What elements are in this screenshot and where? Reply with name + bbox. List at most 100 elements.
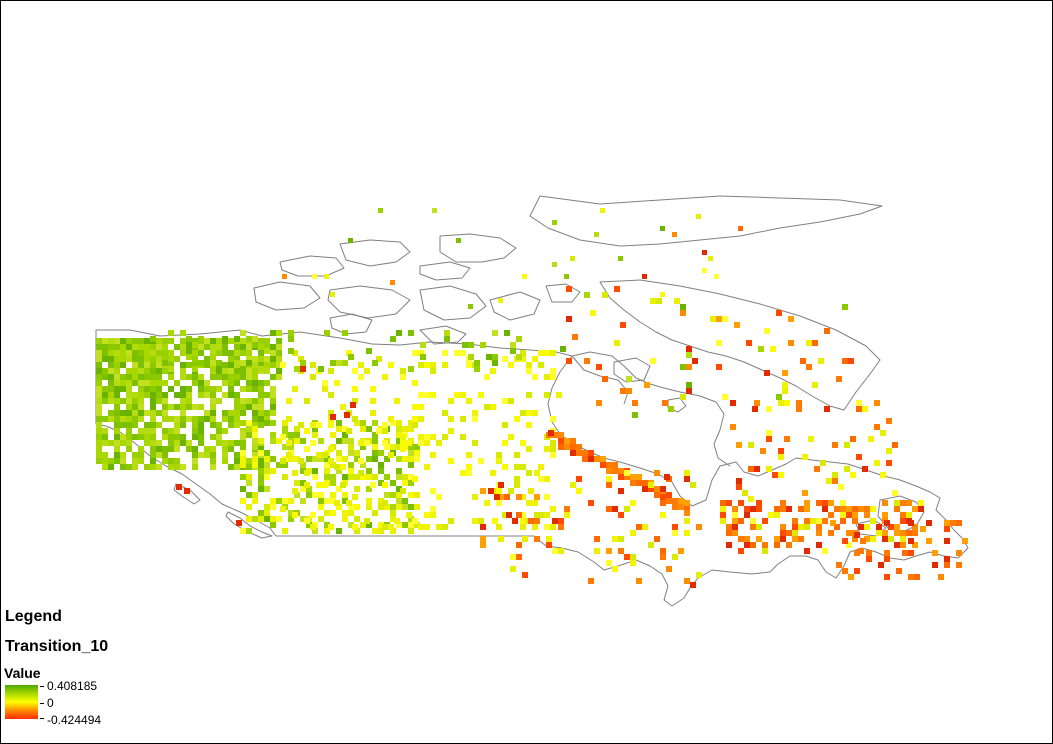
- raster-cell: [342, 438, 348, 444]
- raster-cell: [894, 542, 900, 548]
- raster-cell: [276, 516, 282, 522]
- raster-cell: [466, 452, 472, 458]
- raster-cell: [444, 330, 450, 336]
- raster-cell: [862, 466, 868, 472]
- raster-cell: [816, 542, 822, 548]
- raster-cell: [532, 524, 538, 530]
- raster-cell: [372, 450, 378, 456]
- raster-cell: [506, 512, 512, 518]
- raster-cell: [444, 336, 450, 342]
- raster-cell: [324, 510, 330, 516]
- raster-cell: [132, 404, 138, 410]
- raster-cell: [520, 410, 526, 416]
- raster-cell: [270, 398, 276, 404]
- raster-cell: [544, 524, 550, 530]
- raster-cell: [366, 474, 372, 480]
- raster-cell: [400, 368, 406, 374]
- raster-cell: [270, 362, 276, 368]
- raster-cell: [366, 426, 372, 432]
- raster-cell: [588, 456, 594, 462]
- raster-cell: [866, 556, 872, 562]
- raster-cell: [198, 440, 204, 446]
- raster-cell: [396, 522, 402, 528]
- raster-cell: [168, 464, 174, 470]
- raster-cell: [874, 424, 880, 430]
- raster-cell: [336, 486, 342, 492]
- raster-cell: [246, 504, 252, 510]
- raster-cell: [328, 524, 334, 530]
- raster-cell: [234, 360, 240, 366]
- raster-cell: [258, 446, 264, 452]
- raster-cell: [366, 456, 372, 462]
- raster-cell: [258, 464, 264, 470]
- raster-cell: [324, 462, 330, 468]
- raster-cell: [258, 416, 264, 422]
- raster-cell: [720, 506, 726, 512]
- raster-cell: [96, 398, 102, 404]
- raster-cell: [862, 406, 868, 412]
- raster-cell: [840, 512, 846, 518]
- raster-cell: [660, 512, 666, 518]
- raster-cell: [570, 450, 576, 456]
- raster-cell: [366, 498, 372, 504]
- raster-cell: [480, 536, 486, 542]
- raster-cell: [836, 562, 842, 568]
- raster-cell: [270, 522, 276, 528]
- raster-cell: [396, 438, 402, 444]
- raster-cell: [822, 548, 828, 554]
- raster-cell: [684, 500, 690, 506]
- raster-cell: [336, 528, 342, 534]
- raster-cell: [566, 358, 572, 364]
- raster-cell: [138, 392, 144, 398]
- raster-cell: [222, 362, 228, 368]
- raster-cell: [430, 488, 436, 494]
- raster-cell: [684, 530, 690, 536]
- raster-cell: [366, 348, 372, 354]
- raster-cell: [336, 456, 342, 462]
- raster-cell: [240, 486, 246, 492]
- raster-cell: [294, 480, 300, 486]
- raster-cell: [348, 522, 354, 528]
- raster-cell: [282, 420, 288, 426]
- raster-cell: [270, 356, 276, 362]
- raster-cell: [472, 440, 478, 446]
- raster-cell: [312, 492, 318, 498]
- raster-cell: [270, 344, 276, 350]
- raster-cell: [840, 518, 846, 524]
- raster-cell: [216, 366, 222, 372]
- raster-cell: [294, 426, 300, 432]
- raster-cell: [210, 404, 216, 410]
- raster-cell: [252, 462, 258, 468]
- raster-cell: [102, 386, 108, 392]
- raster-cell: [264, 368, 270, 374]
- raster-cell: [478, 392, 484, 398]
- raster-cell: [636, 480, 642, 486]
- raster-cell: [334, 464, 340, 470]
- raster-cell: [276, 362, 282, 368]
- raster-cell: [498, 494, 504, 500]
- raster-cell: [818, 358, 824, 364]
- raster-cell: [786, 506, 792, 512]
- raster-cell: [198, 392, 204, 398]
- raster-cell: [216, 338, 222, 344]
- raster-cell: [394, 398, 400, 404]
- raster-cell: [264, 462, 270, 468]
- raster-cell: [384, 444, 390, 450]
- raster-cell: [412, 404, 418, 410]
- raster-cell: [228, 368, 234, 374]
- raster-cell: [306, 486, 312, 492]
- raster-cell: [816, 524, 822, 530]
- raster-cell: [300, 360, 306, 366]
- raster-cell: [102, 356, 108, 362]
- arctic-island-4: [279, 255, 345, 277]
- raster-cell: [222, 428, 228, 434]
- raster-cell: [372, 474, 378, 480]
- raster-cell: [534, 512, 540, 518]
- raster-cell: [258, 468, 264, 474]
- raster-cell: [186, 446, 192, 452]
- raster-cell: [204, 380, 210, 386]
- raster-cell: [512, 518, 518, 524]
- raster-cells: [96, 208, 968, 588]
- raster-cell: [292, 512, 298, 518]
- raster-cell: [246, 528, 252, 534]
